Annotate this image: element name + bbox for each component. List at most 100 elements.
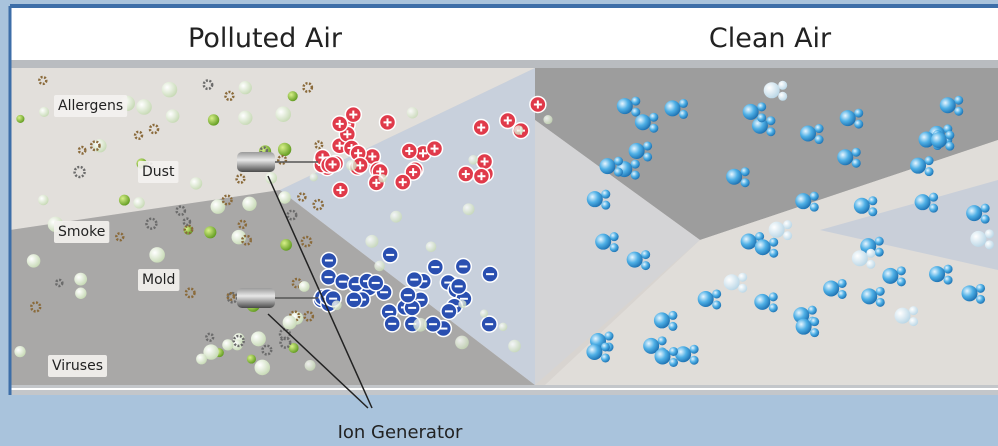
molecule: [962, 285, 978, 301]
pollen: [508, 340, 521, 353]
pollen: [413, 318, 427, 332]
molecule: [629, 143, 645, 159]
molecule: [726, 169, 742, 185]
pollen: [283, 315, 297, 329]
allergen: [280, 239, 292, 251]
pollen: [275, 106, 291, 122]
atom: [875, 237, 884, 246]
pollen: [196, 354, 207, 365]
atom: [601, 201, 610, 210]
atom: [854, 120, 863, 129]
pollen: [136, 99, 152, 115]
atom: [925, 156, 934, 165]
molecule: [796, 319, 812, 335]
atom: [601, 190, 610, 199]
atom: [769, 303, 778, 312]
pollen: [455, 336, 469, 350]
pollen: [255, 360, 271, 376]
atom: [897, 266, 906, 275]
atom: [985, 229, 994, 238]
atom: [875, 248, 884, 257]
atom: [669, 347, 678, 356]
atom: [631, 160, 640, 169]
atom: [766, 127, 775, 136]
molecule: [586, 344, 602, 360]
allergen: [288, 91, 298, 101]
pollen: [378, 174, 386, 182]
pollen: [238, 111, 252, 125]
pollen: [426, 241, 437, 252]
atom: [778, 81, 787, 90]
atom: [815, 135, 824, 144]
pollen: [242, 197, 256, 211]
molecule: [587, 191, 603, 207]
molecule: [617, 98, 633, 114]
atom: [810, 328, 819, 337]
atom: [810, 317, 819, 326]
atom: [954, 96, 963, 105]
pollen: [310, 173, 318, 181]
atom: [649, 113, 658, 122]
molecule: [970, 231, 986, 247]
atom: [944, 276, 953, 285]
pollen: [166, 109, 180, 123]
allergen: [278, 143, 291, 156]
molecule: [823, 280, 839, 296]
molecule: [698, 291, 714, 307]
molecule: [755, 239, 771, 255]
atom: [981, 215, 990, 224]
molecule: [966, 205, 982, 221]
atom: [738, 273, 747, 282]
pollen: [543, 115, 552, 124]
atom: [658, 336, 667, 345]
atom: [866, 249, 875, 258]
atom: [769, 238, 778, 247]
atom: [852, 148, 861, 157]
atom: [954, 107, 963, 116]
atom: [668, 311, 677, 320]
atom: [783, 231, 792, 240]
molecule: [931, 132, 947, 148]
molecule: [599, 158, 615, 174]
molecule: [741, 233, 757, 249]
pollen: [332, 300, 342, 310]
pollen: [14, 346, 25, 357]
atom: [838, 279, 847, 288]
molecule: [654, 312, 670, 328]
atom: [929, 204, 938, 213]
pollen: [305, 360, 316, 371]
molecule: [655, 348, 671, 364]
atom: [810, 192, 819, 201]
pollutant-label: Smoke: [58, 224, 105, 240]
duct-top-wall: [10, 60, 998, 68]
atom: [641, 250, 650, 259]
pollen: [133, 197, 144, 208]
atom: [868, 196, 877, 205]
pollen: [232, 230, 247, 245]
atom: [614, 157, 623, 166]
pollen: [39, 107, 49, 117]
pollutant-label: Dust: [142, 164, 175, 180]
molecule: [929, 266, 945, 282]
atom: [808, 306, 817, 315]
diagram: Polluted Air Clean Air AllergensDustSmok…: [0, 0, 998, 446]
atom: [668, 322, 677, 331]
pollen: [75, 288, 86, 299]
atom: [614, 168, 623, 177]
atom: [815, 124, 824, 133]
molecule: [764, 82, 780, 98]
pollen: [374, 261, 385, 272]
section-title: Polluted Air: [188, 23, 343, 54]
molecule: [854, 198, 870, 214]
atom: [838, 290, 847, 299]
atom: [866, 260, 875, 269]
molecule: [861, 288, 877, 304]
atom: [876, 298, 885, 307]
molecule: [837, 149, 853, 165]
atom: [741, 178, 750, 187]
pollen: [162, 82, 178, 98]
molecule: [664, 100, 680, 116]
atom: [641, 261, 650, 270]
pollen: [239, 81, 252, 94]
allergen: [16, 115, 24, 123]
